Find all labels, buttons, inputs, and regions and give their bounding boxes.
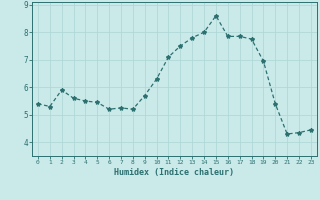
X-axis label: Humidex (Indice chaleur): Humidex (Indice chaleur) [115,168,234,177]
